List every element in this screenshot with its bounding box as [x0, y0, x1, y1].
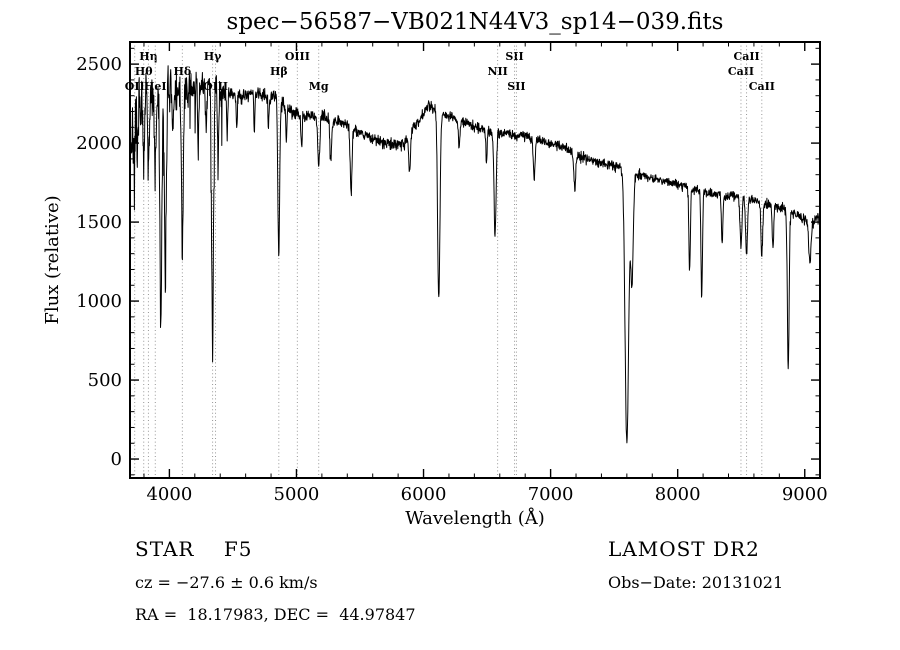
spectral-line-label: SII — [507, 80, 525, 93]
spectral-line-label: CaII — [733, 50, 759, 63]
plot-frame — [129, 41, 821, 479]
axes-and-ticks: 4000 5000 6000 7000 8000 9000 0 500 1000 1500 2000… — [76, 41, 828, 505]
survey-label: LAMOST DR2 — [608, 537, 760, 561]
y-tick-label: 2000 — [76, 133, 122, 154]
y-tick-label: 0 — [111, 449, 122, 470]
spectral-line-label: Hβ — [270, 65, 288, 78]
plot-title: spec−56587−VB021N44V3_sp14−039.fits — [227, 9, 724, 35]
spectral-line-label: Hθ — [135, 65, 153, 78]
spectral-line-label: Hη — [139, 50, 157, 63]
y-tick-label: 2500 — [76, 54, 122, 75]
x-tick-label: 8000 — [655, 484, 701, 505]
spectral-line-label: Hδ — [173, 65, 191, 78]
spectral-line-label: HeI — [144, 80, 167, 93]
spectral-line-label: Mg — [309, 80, 329, 93]
ra-dec-label: RA = 18.17983, DEC = 44.97847 — [135, 605, 416, 624]
spectrum-plot-area: OII Hθ Hη HeI Hδ Hγ OIII Hβ OIII Mg NII SII SII CaII C… — [42, 9, 828, 529]
spectral-line-label: Hγ — [204, 50, 222, 63]
y-axis-label: Flux (relative) — [42, 195, 63, 324]
y-tick-label: 500 — [88, 370, 122, 391]
radial-velocity-label: cz = −27.6 ± 0.6 km/s — [135, 573, 318, 592]
spectrum-trace — [129, 65, 821, 444]
spectral-line-label: CaII — [749, 80, 775, 93]
object-class-label: STAR F5 — [135, 537, 253, 561]
x-axis-label: Wavelength (Å) — [405, 507, 545, 529]
y-tick-label: 1000 — [76, 291, 122, 312]
x-tick-label: 4000 — [146, 484, 192, 505]
spectrum-plot: OIIHθHηHeIHδHγOIIIHβOIIIMgNIISIISIICaIIC… — [42, 9, 828, 529]
obs-date-label: Obs−Date: 20131021 — [608, 573, 784, 592]
spectral-line-label: OIII — [285, 50, 310, 63]
x-tick-label: 6000 — [401, 484, 447, 505]
x-tick-label: 7000 — [528, 484, 574, 505]
spectrum-trace-group — [129, 65, 821, 444]
x-tick-label: 5000 — [274, 484, 320, 505]
spectral-line-label: NII — [487, 65, 507, 78]
spectral-line-label: SII — [505, 50, 523, 63]
y-tick-label: 1500 — [76, 212, 122, 233]
spectral-line-label: CaII — [728, 65, 754, 78]
x-tick-label: 9000 — [782, 484, 828, 505]
